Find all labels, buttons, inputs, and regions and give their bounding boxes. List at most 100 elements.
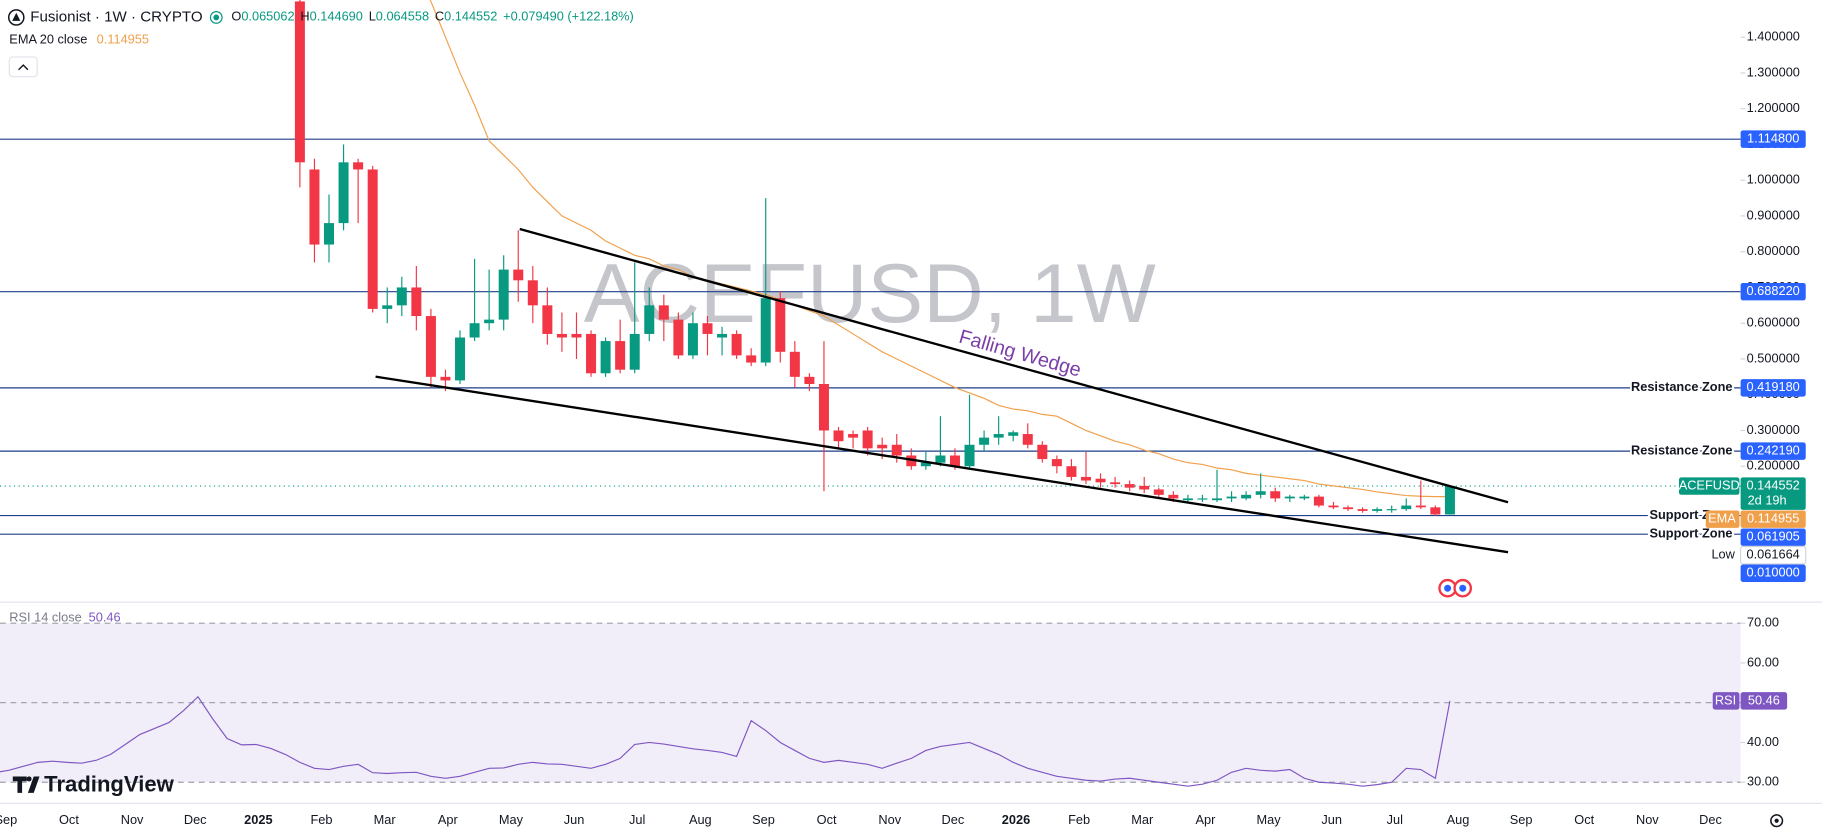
candle-body [804, 376, 815, 384]
rsi-name: RSI 14 close [9, 610, 81, 625]
x-tick-label: Dec [184, 812, 207, 827]
candle-body [1226, 496, 1237, 499]
logo-text[interactable]: TradingView [44, 772, 174, 797]
y-tick-label: 0.500000 [1747, 350, 1800, 365]
level-price-label: 1.114800 [1747, 131, 1799, 146]
candle-body [949, 455, 960, 467]
x-tick-label: Apr [1195, 812, 1216, 827]
candle-body [1008, 432, 1019, 436]
candle-body [396, 287, 407, 306]
rsi-name-tag [1712, 692, 1740, 710]
candle-body [1241, 494, 1252, 499]
candle-body [1212, 498, 1223, 501]
candle-body [993, 434, 1004, 438]
candle-body [964, 444, 975, 467]
candle-body [513, 269, 524, 281]
y-tick-label: 1.200000 [1747, 100, 1800, 115]
candle-body [1051, 459, 1062, 467]
candle-body [658, 305, 669, 320]
level-price-tag [1740, 528, 1806, 546]
ohlc-key: H [300, 9, 309, 24]
candle-body [862, 430, 873, 449]
ema-name-tag [1705, 510, 1740, 528]
candle-body [1444, 486, 1455, 515]
candle-body [644, 305, 655, 334]
candle-body [324, 223, 335, 245]
last-price-tag [1740, 477, 1806, 510]
x-tick-label: 2025 [244, 812, 272, 827]
candle-body [294, 1, 305, 163]
collapse-button[interactable] [8, 56, 38, 78]
candle-body [556, 333, 567, 338]
candle-body [1139, 485, 1150, 490]
candle-body [1095, 478, 1106, 483]
x-tick-label: Nov [1636, 812, 1659, 827]
market-status[interactable] [209, 11, 223, 24]
candle-body [425, 316, 436, 377]
low-name-tag [1706, 546, 1740, 564]
candle-body [687, 323, 698, 356]
x-tick-label: Jul [1387, 812, 1403, 827]
candle-body [1415, 505, 1426, 508]
x-tick-label: Apr [438, 812, 459, 827]
level-price-tag [1740, 564, 1806, 582]
ema-price-tag [1740, 510, 1806, 528]
candle-body [1182, 498, 1193, 501]
y-tick-label: 0.200000 [1747, 458, 1800, 473]
x-tick-label: Aug [689, 812, 712, 827]
candle-body [1343, 507, 1354, 510]
x-tick-label: Dec [942, 812, 965, 827]
low-price-tag [1740, 545, 1807, 565]
x-tick-label: Aug [1447, 812, 1470, 827]
level-price-tag [1740, 379, 1806, 397]
last-symbol: ACEFUSD [1679, 477, 1740, 492]
y-tick-label: 0.300000 [1747, 422, 1800, 437]
ohlc-value: 0.065062 [241, 9, 294, 24]
rsi-value-label: 50.46 [1748, 692, 1780, 707]
level-price-label: 0.010000 [1747, 565, 1800, 580]
rsi-pane [0, 622, 1741, 787]
rsi-tag-name: RSI [1715, 692, 1736, 707]
x-tick-label: Feb [1068, 812, 1090, 827]
candle-body [731, 333, 742, 356]
x-tick-label: Jun [1321, 812, 1342, 827]
ohlc-value: 0.144690 [310, 9, 363, 24]
level-label: Resistance Zone [1631, 379, 1732, 394]
candle-body [979, 437, 990, 445]
candle-body [484, 319, 495, 324]
level-label: Support Zone [1649, 526, 1732, 541]
x-tick-label: 2026 [1002, 812, 1030, 827]
candle-body [367, 169, 378, 309]
x-tick-label: Oct [1574, 812, 1594, 827]
candle-body [1299, 496, 1310, 499]
level-price-tag [1740, 130, 1806, 148]
settings-button[interactable] [1770, 814, 1784, 828]
candle-body [833, 430, 844, 442]
rsi-legend[interactable]: RSI 14 close 50.46 [9, 610, 120, 625]
x-tick-label: Nov [878, 812, 901, 827]
candle-body [1022, 434, 1033, 445]
change: +0.079490 (+122.18%) [503, 9, 634, 24]
rsi-line [0, 695, 1451, 787]
candle-body [1080, 476, 1091, 481]
rsi-value-tag [1740, 692, 1788, 710]
candle-body [789, 351, 800, 377]
x-tick-label: Sep [1510, 812, 1533, 827]
symbol-title[interactable]: Fusionist · 1W · CRYPTO [30, 8, 203, 25]
logo-dot [26, 776, 32, 782]
y-tick-label: 0.800000 [1747, 243, 1800, 258]
level-price-tag [1740, 442, 1806, 460]
rsi-y-tick-label: 40.00 [1747, 734, 1779, 749]
ema-legend[interactable]: EMA 20 close 0.114955 [9, 32, 149, 47]
x-tick-label: Oct [817, 812, 837, 827]
candle-body [848, 434, 859, 438]
last-symbol-tag [1678, 477, 1740, 495]
ema-value: 0.114955 [97, 32, 149, 47]
x-tick-label: Feb [310, 812, 332, 827]
y-tick-label: 1.400000 [1747, 29, 1800, 44]
candle-body [1168, 494, 1179, 499]
event-flag-inner [1444, 584, 1452, 592]
x-tick-label: Sep [752, 812, 775, 827]
rsi-y-tick-label: 60.00 [1747, 654, 1779, 669]
